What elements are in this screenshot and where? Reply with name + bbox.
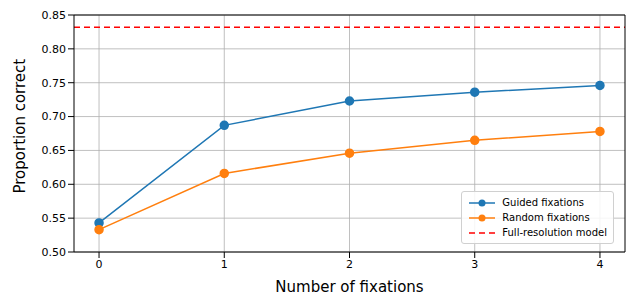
svg-text:2: 2 [346, 258, 353, 271]
svg-text:0: 0 [96, 258, 103, 271]
svg-text:0.50: 0.50 [42, 246, 67, 259]
html-text:Random fixations: Random fixations [502, 212, 590, 223]
svg-text:0.65: 0.65 [42, 144, 67, 157]
svg-text:0.80: 0.80 [42, 43, 67, 56]
svg-text:Number of fixations: Number of fixations [275, 278, 424, 296]
html-text:Full-resolution model: Full-resolution model [502, 227, 607, 238]
svg-text:0.55: 0.55 [42, 212, 67, 225]
svg-text:0.85: 0.85 [42, 9, 67, 22]
svg-text:0.60: 0.60 [42, 178, 67, 191]
svg-text:1: 1 [221, 258, 228, 271]
svg-text:0.70: 0.70 [42, 110, 67, 123]
svg-text:3: 3 [471, 258, 478, 271]
svg-text:0.75: 0.75 [42, 77, 67, 90]
svg-text:4: 4 [596, 258, 603, 271]
html-text:Guided fixations: Guided fixations [502, 197, 584, 208]
svg-text:Proportion correct: Proportion correct [11, 59, 29, 194]
